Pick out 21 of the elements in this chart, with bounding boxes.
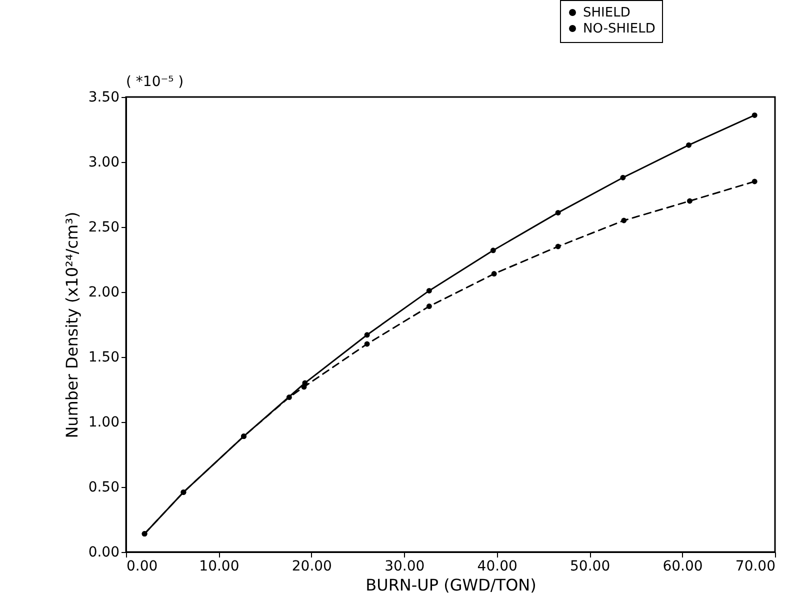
x-tick-label: 0.00 [126,558,158,574]
y-tick-label: 1.50 [88,350,120,366]
x-tick-label: 30.00 [384,558,425,574]
x-axis-title: BURN-UP (GWD/TON) [366,576,536,594]
x-tick-label: 10.00 [199,558,240,574]
x-tick-label: 40.00 [477,558,518,574]
y-tick-label: 0.50 [88,480,120,496]
y-tick-label: 3.00 [88,154,120,170]
x-tick-label: 20.00 [292,558,332,574]
y-tick-label: 3.50 [88,90,120,106]
y-tick-label: 2.00 [88,284,120,300]
y-tick-label: 2.50 [88,220,120,236]
legend-label: NO-SHIELD [583,22,656,36]
x-tick-label: 60.00 [662,558,703,574]
x-tick-label: 70.00 [735,558,776,574]
y-axis-title: Number Density (x10²⁴/cm³) [62,212,82,438]
legend-label: SHIELD [583,6,630,20]
text: ( *10⁻⁵ ) [126,74,184,90]
x-tick-label: 50.00 [570,558,610,574]
y-tick-label: 1.00 [88,414,120,430]
y-tick-label: 0.00 [88,544,120,560]
